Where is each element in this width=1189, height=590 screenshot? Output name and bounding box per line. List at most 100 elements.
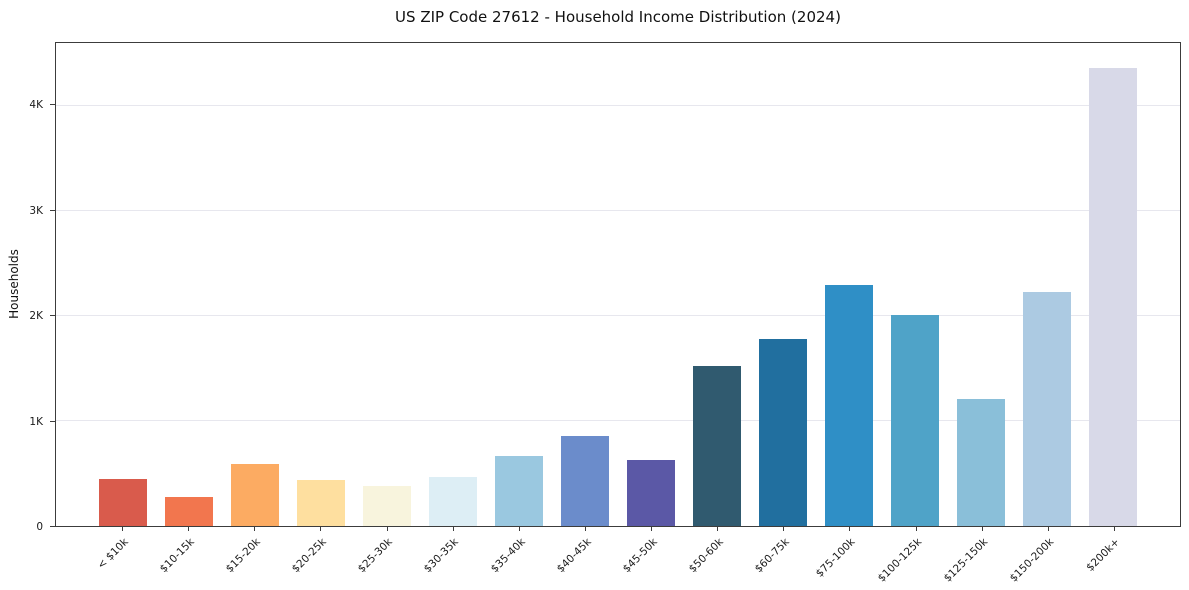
bar-10-15k xyxy=(165,497,213,526)
y-tick-mark xyxy=(50,104,55,106)
bar-slot xyxy=(288,43,354,526)
x-slot: $100-125k xyxy=(876,527,949,587)
x-tick-mark xyxy=(452,527,454,531)
y-tick-mark xyxy=(50,526,55,527)
x-tick-mark xyxy=(651,527,653,531)
bar-10k xyxy=(99,479,147,526)
y-tick-label: 3K xyxy=(29,204,43,217)
x-tick-mark xyxy=(1113,527,1115,531)
y-tick-mark xyxy=(50,420,55,422)
bar-slot xyxy=(222,43,288,526)
x-tick-label: $35-40k xyxy=(488,536,528,576)
x-slot: $45-50k xyxy=(618,527,684,587)
bar-slot xyxy=(684,43,750,526)
y-tick-label: 0 xyxy=(36,521,43,533)
x-tick-label: $75-100k xyxy=(814,536,858,580)
bar-100-125k xyxy=(891,314,939,526)
bar-slot xyxy=(816,43,882,526)
chart-title: US ZIP Code 27612 - Household Income Dis… xyxy=(395,8,841,26)
x-slot: $35-40k xyxy=(486,527,552,587)
bar-60-75k xyxy=(759,339,807,526)
x-slot: $20-25k xyxy=(287,527,353,587)
bar-slot xyxy=(618,43,684,526)
x-slot: $150-200k xyxy=(1008,527,1081,587)
x-tick-mark xyxy=(981,527,983,531)
x-tick-mark xyxy=(717,527,719,531)
bar-30-35k xyxy=(429,477,477,526)
x-tick-label: $25-30k xyxy=(355,536,396,576)
x-slot: $25-30k xyxy=(354,527,420,587)
plot-area xyxy=(55,42,1181,527)
bar-40-45k xyxy=(561,435,609,526)
x-tick-mark xyxy=(584,527,586,531)
x-tick-label: $125-150k xyxy=(941,536,991,585)
bar-200k xyxy=(1089,68,1137,526)
x-slot: $50-60k xyxy=(684,527,750,587)
bar-45-50k xyxy=(627,460,675,526)
x-tick-label: $50-60k xyxy=(686,536,726,576)
x-tick-label: $15-20k xyxy=(223,536,263,576)
x-axis-labels: < $10k $10-15k $15-20k $20-25k $25-30k $30-35… xyxy=(55,527,1181,587)
bar-slot xyxy=(1014,43,1080,526)
x-tick-label: $10-15k xyxy=(157,536,197,576)
x-tick-label: $20-25k xyxy=(289,536,329,576)
x-slot: $125-150k xyxy=(942,527,1015,587)
x-slot: $10-15k xyxy=(155,527,221,587)
bar-slot xyxy=(1080,43,1146,526)
bar-20-25k xyxy=(297,480,345,526)
x-tick-label: $200k+ xyxy=(1084,536,1123,574)
bar-125-150k xyxy=(957,398,1005,526)
gridline-1K xyxy=(56,420,1180,421)
bar-slot xyxy=(882,43,948,526)
gridline-3K xyxy=(56,210,1180,211)
y-tick-mark xyxy=(50,209,55,211)
y-tick-label: 1K xyxy=(29,415,43,428)
x-tick-label: $60-75k xyxy=(752,536,792,576)
x-slot: < $10k xyxy=(89,527,155,587)
x-slot: $15-20k xyxy=(221,527,287,587)
bar-slot xyxy=(486,43,552,526)
y-axis-ticks: 0 1K 2K 3K 4K xyxy=(0,42,55,533)
x-tick-mark xyxy=(1047,527,1049,531)
x-tick-mark xyxy=(320,527,322,531)
y-tick-label: 2K xyxy=(29,310,43,323)
bar-75-100k xyxy=(825,284,873,526)
x-tick-mark xyxy=(188,527,190,531)
bar-15-20k xyxy=(231,464,279,526)
x-tick-mark xyxy=(386,527,388,531)
x-slot: $200k+ xyxy=(1081,527,1147,587)
bar-50-60k xyxy=(693,366,741,526)
x-tick-label: $40-45k xyxy=(554,536,594,576)
x-tick-mark xyxy=(254,527,256,531)
x-tick-mark xyxy=(122,527,124,531)
bar-slot xyxy=(948,43,1014,526)
x-tick-mark xyxy=(849,527,851,531)
bar-25-30k xyxy=(363,486,411,526)
x-tick-label: < $10k xyxy=(95,536,131,572)
bar-slot xyxy=(420,43,486,526)
bar-slot xyxy=(156,43,222,526)
gridline-4K xyxy=(56,105,1180,106)
x-slot: $75-100k xyxy=(814,527,882,587)
bar-35-40k xyxy=(495,456,543,526)
x-slot: $30-35k xyxy=(420,527,486,587)
x-tick-label: $150-200k xyxy=(1007,536,1057,585)
x-tick-mark xyxy=(783,527,785,531)
bar-slot xyxy=(90,43,156,526)
x-tick-mark xyxy=(518,527,520,531)
bar-slot xyxy=(354,43,420,526)
x-slot: $60-75k xyxy=(750,527,816,587)
x-tick-mark xyxy=(915,527,917,531)
x-tick-label: $30-35k xyxy=(422,536,462,576)
x-tick-label: $45-50k xyxy=(620,536,660,576)
bar-slot xyxy=(552,43,618,526)
bar-150-200k xyxy=(1023,291,1071,526)
x-tick-label: $100-125k xyxy=(875,536,925,585)
y-tick-label: 4K xyxy=(29,99,43,112)
y-tick-mark xyxy=(50,315,55,317)
x-slot: $40-45k xyxy=(552,527,618,587)
bars-container xyxy=(56,43,1180,526)
bar-slot xyxy=(750,43,816,526)
gridline-2K xyxy=(56,315,1180,316)
